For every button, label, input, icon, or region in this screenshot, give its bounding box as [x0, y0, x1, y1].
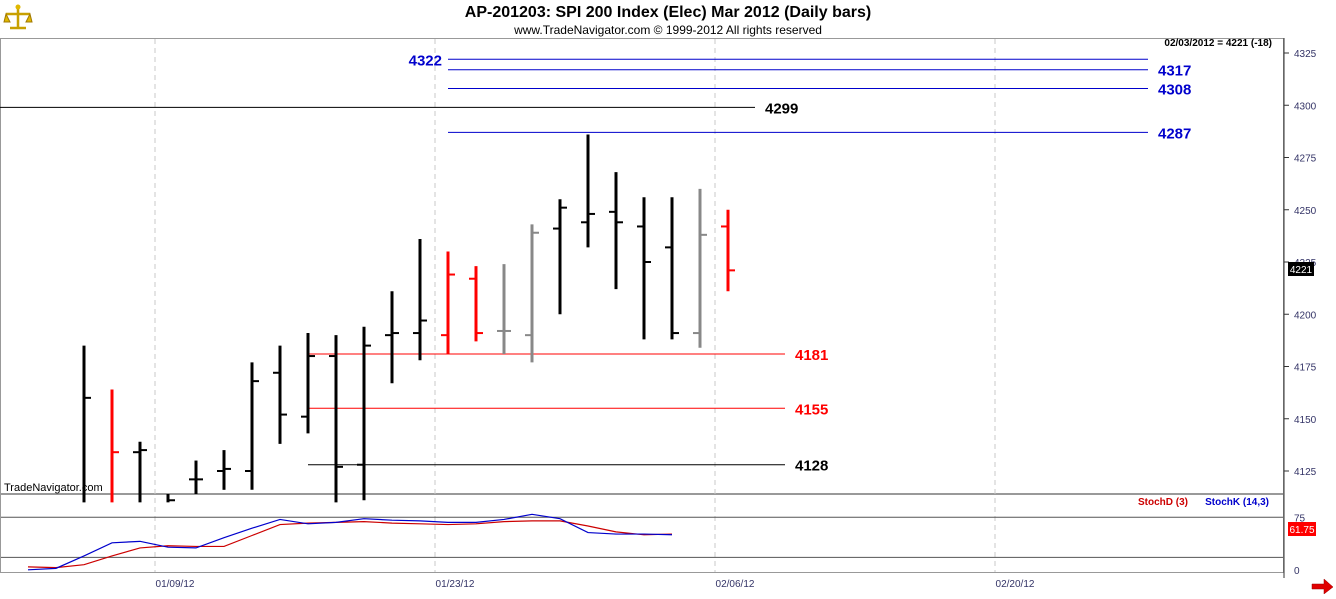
- watermark-text: TradeNavigator.com: [4, 482, 103, 494]
- stoch-lines: [27, 513, 673, 571]
- price-tick-label: 4150: [1294, 415, 1317, 426]
- price-tick-label: 4200: [1294, 310, 1317, 321]
- ohlc-bar: [413, 239, 427, 361]
- price-tick-label: 4325: [1294, 49, 1317, 60]
- ohlc-bar: [245, 362, 259, 490]
- ohlc-bar: [357, 326, 371, 501]
- last-price-box: [1288, 262, 1314, 276]
- ohlc-bar: [581, 134, 595, 248]
- ohlc-bar: [721, 209, 735, 292]
- ohlc-bar: [110, 389, 119, 503]
- price-panel[interactable]: [0, 38, 1284, 494]
- level-lines: 4322 4317 4308 4299 4287 4181 4155 4128: [0, 52, 1191, 475]
- vertical-gridlines: [154, 39, 996, 572]
- level-label: 4155: [795, 401, 828, 418]
- legend-stochd: StochD (3): [1138, 497, 1188, 508]
- price-tick-label: 4250: [1294, 206, 1317, 217]
- level-label: 4181: [795, 347, 828, 364]
- level-label: 4317: [1158, 63, 1191, 80]
- stoch-last-box: [1288, 522, 1316, 536]
- level-label: 4128: [795, 458, 828, 475]
- date-tick-label: 01/09/12: [156, 579, 195, 590]
- ohlc-bar: [637, 197, 651, 340]
- chart-title: AP-201203: SPI 200 Index (Elec) Mar 2012…: [465, 4, 871, 21]
- ohlc-bar: [217, 450, 231, 490]
- stoch-last-label: 61.75: [1289, 525, 1314, 536]
- ohlc-bar: [189, 460, 203, 494]
- ohlc-bar: [665, 197, 679, 340]
- level-label: 4299: [765, 100, 798, 117]
- price-tick-label: 4125: [1294, 467, 1317, 478]
- ohlc-bar: [329, 335, 343, 503]
- ohlc-bars: [82, 134, 735, 503]
- stoch-tick-label: 0: [1294, 566, 1300, 577]
- chart-subtitle: www.TradeNavigator.com © 1999-2012 All r…: [513, 23, 822, 37]
- stoch-reference-lines: [1, 516, 1283, 558]
- last-price-label: 4221: [1290, 265, 1313, 276]
- ohlc-bar: [166, 493, 175, 503]
- price-tick-label: 4175: [1294, 363, 1317, 374]
- legend-stochk: StochK (14,3): [1205, 497, 1269, 508]
- logo-icon: [3, 4, 33, 30]
- stoch-series-line: [27, 520, 673, 569]
- ohlc-bar: [385, 291, 399, 384]
- level-label: 4308: [1158, 82, 1191, 99]
- stoch-axis: 0 75: [1294, 513, 1306, 577]
- ohlc-bar: [469, 266, 483, 342]
- ohlc-bar: [82, 345, 91, 503]
- date-tick-label: 01/23/12: [436, 579, 475, 590]
- ohlc-bar: [133, 441, 147, 503]
- stoch-series-line: [27, 513, 673, 571]
- ohlc-bar: [553, 199, 567, 315]
- ohlc-bar: [525, 224, 539, 363]
- price-tick-label: 4275: [1294, 154, 1317, 165]
- level-label: 4287: [1158, 125, 1191, 142]
- ohlc-bar: [497, 264, 511, 354]
- date-tick-label: 02/20/12: [996, 579, 1035, 590]
- ohlc-bar: [609, 172, 623, 290]
- level-label: 4322: [409, 52, 442, 69]
- date-axis: 01/09/12 01/23/12 02/06/12 02/20/12: [156, 579, 1035, 590]
- stoch-tick-label: 75: [1294, 513, 1306, 524]
- price-tick-label: 4300: [1294, 101, 1317, 112]
- date-tick-label: 02/06/12: [716, 579, 755, 590]
- ohlc-bar: [301, 333, 315, 434]
- ohlc-bar: [273, 345, 287, 444]
- ohlc-bar: [693, 188, 707, 348]
- last-value-readout: 02/03/2012 = 4221 (-18): [1164, 38, 1272, 49]
- scroll-right-arrow-icon[interactable]: [1311, 578, 1334, 595]
- ohlc-bar: [441, 251, 455, 354]
